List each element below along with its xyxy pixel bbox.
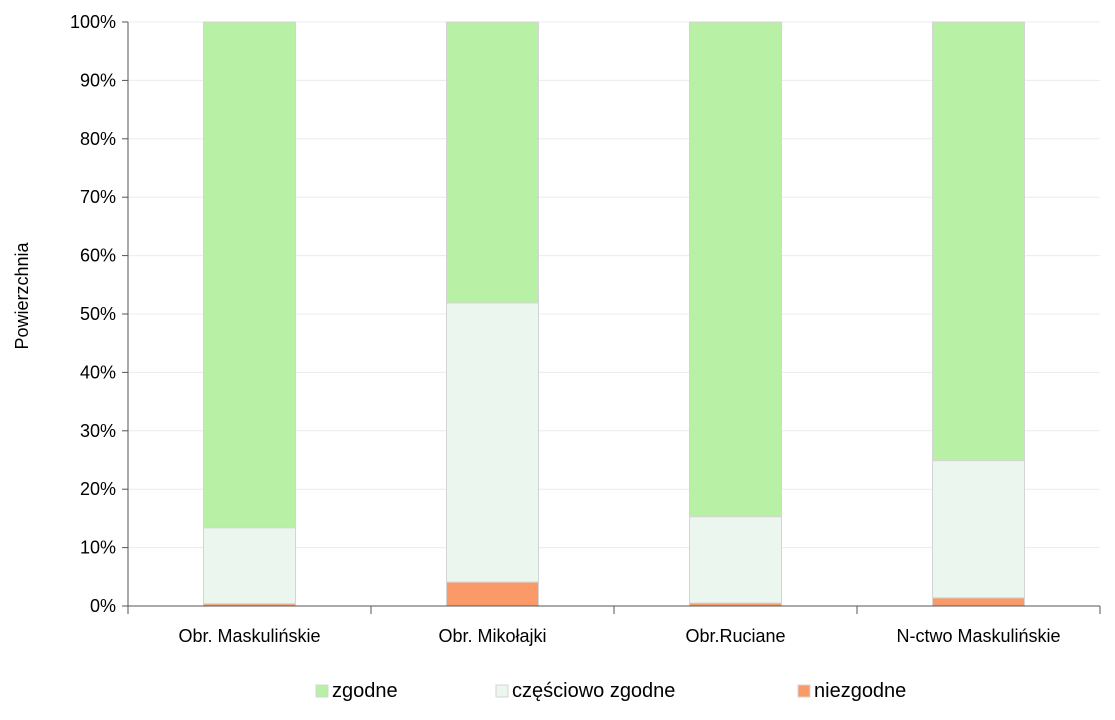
y-tick-label: 20% (80, 479, 116, 499)
bar-segment (689, 21, 782, 518)
bar-segment (932, 597, 1025, 607)
x-tick-label: Obr. Mikołajki (438, 626, 546, 646)
y-tick-label: 0% (90, 596, 116, 616)
x-tick-labels: Obr. Maskulińskie Obr. Mikołajki Obr.Rucia… (178, 626, 1060, 646)
y-tick-label: 100% (70, 12, 116, 32)
legend-swatch (315, 684, 329, 698)
y-tick-label: 10% (80, 538, 116, 558)
x-tick-label: N-ctwo Maskulińskie (896, 626, 1060, 646)
y-tick-label: 30% (80, 421, 116, 441)
legend-label: zgodne (332, 680, 398, 702)
bar-segment (932, 21, 1025, 462)
x-tick-label: Obr.Ruciane (685, 626, 785, 646)
y-tick-label: 70% (80, 187, 116, 207)
bar-segment (203, 527, 296, 605)
bar-segment (932, 460, 1025, 599)
legend: zgodne częściowo zgodne niezgodne (315, 680, 906, 702)
bar-segment (446, 581, 539, 607)
y-tick-label: 80% (80, 129, 116, 149)
bar-segment (689, 516, 782, 604)
legend-swatch (797, 684, 811, 698)
bars (203, 21, 1025, 607)
y-tick-label: 50% (80, 304, 116, 324)
y-tick-label: 60% (80, 246, 116, 266)
bar-segment (446, 21, 539, 304)
y-tick-label: 90% (80, 70, 116, 90)
legend-label: niezgodne (814, 680, 906, 702)
y-tick-label: 40% (80, 362, 116, 382)
legend-swatch (495, 684, 509, 698)
x-tick-label: Obr. Maskulińskie (178, 626, 320, 646)
y-axis-label: Powierzchnia (12, 241, 32, 349)
y-tick-labels: 0% 10% 20% 30% 40% 50% 60% 70% 80% 90% 100% (70, 12, 116, 616)
bar-segment (203, 21, 296, 529)
legend-label: częściowo zgodne (512, 680, 675, 702)
bar-segment (446, 302, 539, 583)
axes (122, 21, 1101, 614)
